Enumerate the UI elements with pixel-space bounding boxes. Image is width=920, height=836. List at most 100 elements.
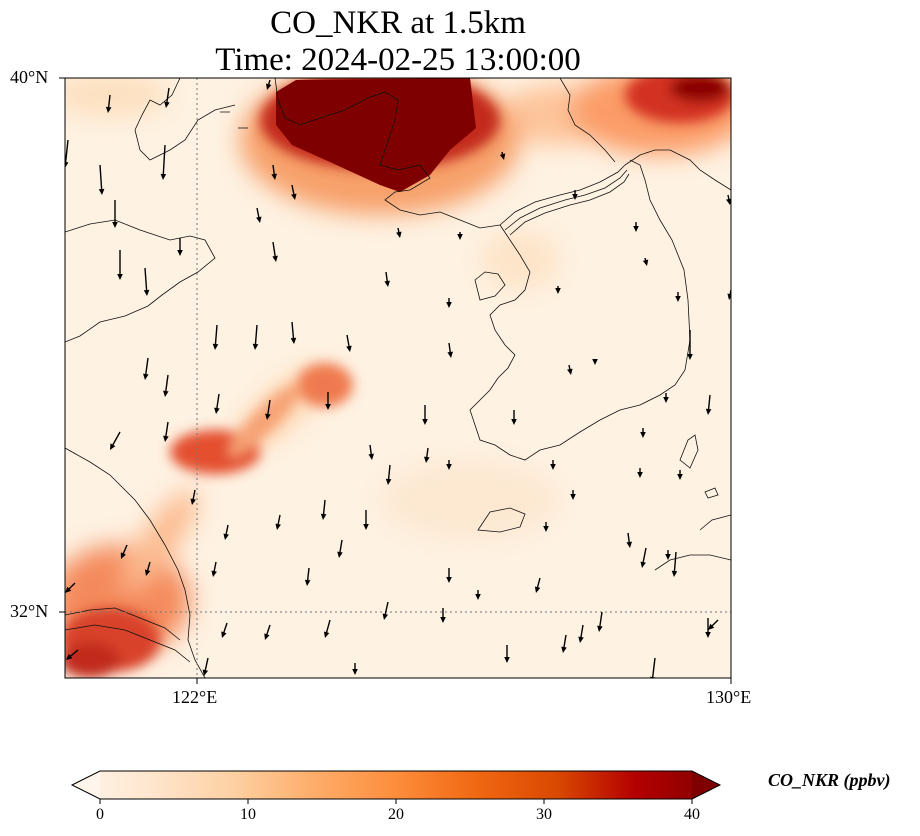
wind-arrow-head (475, 594, 481, 600)
colorbar (70, 770, 722, 804)
wind-arrow-shaft (707, 394, 711, 412)
wind-arrow-shaft (254, 324, 258, 347)
wind-arrow-shaft (562, 634, 567, 650)
gridlines (65, 78, 731, 678)
wind-arrow-head (304, 579, 311, 586)
concentration-field (65, 78, 731, 678)
wind-arrow-head (708, 623, 715, 630)
wind-vectors (65, 79, 731, 678)
wind-arrow-head (290, 337, 297, 344)
wind-arrow-head (422, 419, 428, 425)
wind-arrow-head (112, 222, 118, 228)
wind-arrow-head (65, 161, 69, 168)
wind-arrow-shaft (164, 374, 169, 394)
axis-ticks (59, 77, 732, 684)
wind-arrow-head (211, 570, 217, 577)
map-frame (64, 77, 732, 679)
wind-arrow-head (446, 302, 452, 308)
wind-arrow-head (120, 552, 126, 559)
wind-arrow-head (637, 472, 643, 478)
wind-arrow-head (511, 419, 517, 425)
wind-arrow-head (65, 586, 72, 593)
wind-arrow-head (110, 443, 116, 450)
wind-arrow-head (66, 654, 73, 660)
wind-arrow-head (266, 83, 272, 90)
wind-arrow-head (446, 464, 452, 470)
wind-arrow-head (671, 570, 678, 577)
wind-arrow-head (440, 617, 446, 623)
wind-arrow-head (275, 523, 281, 530)
wind-arrow-shaft (214, 324, 218, 347)
wind-arrow-head (640, 561, 646, 568)
wind-arrow-head (177, 250, 183, 256)
wind-arrow-head (271, 173, 277, 180)
wind-arrow-head (202, 669, 209, 676)
wind-arrow-head (352, 669, 358, 675)
wind-arrow-shaft (162, 144, 166, 177)
wind-arrow-head (143, 373, 149, 380)
wind-arrow-head (640, 432, 646, 438)
wind-arrow-head (214, 407, 220, 414)
wind-arrow-head (567, 368, 573, 375)
wind-arrow-shaft (325, 619, 331, 635)
wind-arrow-head (626, 541, 632, 548)
wind-arrow-head (705, 408, 712, 415)
wind-arrow-head (98, 188, 105, 195)
coastlines (65, 78, 731, 678)
wind-arrow-head (665, 554, 671, 560)
wind-arrow-shaft (144, 267, 148, 293)
wind-arrow-head (550, 464, 556, 470)
wind-arrow-head (396, 231, 402, 238)
wind-arrow-shaft (165, 87, 170, 105)
wind-arrow-head (212, 343, 219, 350)
wind-arrow-shaft (266, 399, 271, 417)
map-title: CO_NKR at 1.5km (270, 5, 526, 41)
wind-arrow-head (337, 551, 343, 558)
lon-label-130e: 130°E (706, 687, 752, 707)
wind-arrow-head (597, 625, 603, 632)
wind-arrow-head (726, 198, 731, 205)
wind-arrow-shaft (99, 164, 103, 192)
wind-arrow-head (457, 234, 463, 240)
wind-arrow-head (323, 631, 330, 638)
wind-arrow-head (663, 397, 669, 403)
wind-arrow-shaft (272, 241, 277, 259)
wind-arrow-head (727, 293, 731, 300)
colorbar-tick-label: 40 (684, 806, 700, 823)
wind-arrow-shaft (144, 357, 149, 377)
wind-arrow-head (221, 631, 227, 638)
wind-arrow-head (446, 577, 452, 583)
wind-arrow-head (677, 474, 683, 480)
wind-arrow-head (499, 153, 506, 160)
wind-arrow-head (160, 173, 167, 180)
wind-arrow-shaft (215, 393, 220, 411)
wind-arrow-head (144, 569, 151, 576)
wind-arrow-head (346, 345, 352, 352)
colorbar-tick-label: 10 (240, 806, 256, 823)
wind-arrow-head (561, 646, 567, 653)
wind-arrow-head (264, 633, 270, 640)
wind-arrow-shaft (651, 657, 656, 678)
wind-arrow-head (687, 354, 693, 360)
map-time: Time: 2024-02-25 13:00:00 (215, 42, 581, 78)
wind-arrow-head (570, 494, 576, 500)
wind-arrow-shaft (346, 334, 350, 349)
wind-arrow-shaft (338, 539, 343, 555)
wind-arrow-shaft (384, 601, 389, 617)
wind-arrow-shaft (291, 321, 295, 341)
wind-arrow-head (117, 274, 123, 280)
wind-arrow-shaft (598, 611, 603, 629)
wind-arrow-shaft (164, 421, 169, 439)
wind-arrow-head (163, 435, 169, 442)
wind-arrow-shaft (65, 139, 69, 165)
wind-arrow-head (143, 289, 150, 296)
wind-arrow-head (265, 413, 271, 420)
wind-arrow-head (578, 636, 584, 643)
wind-arrow-head (424, 456, 430, 463)
wind-arrow-head (543, 526, 549, 532)
lat-label-40n: 40°N (10, 67, 49, 87)
wind-arrow-head (105, 106, 112, 113)
wind-arrow-head (447, 351, 453, 358)
wind-arrow-shaft (306, 567, 310, 583)
wind-arrow-head (642, 259, 649, 266)
